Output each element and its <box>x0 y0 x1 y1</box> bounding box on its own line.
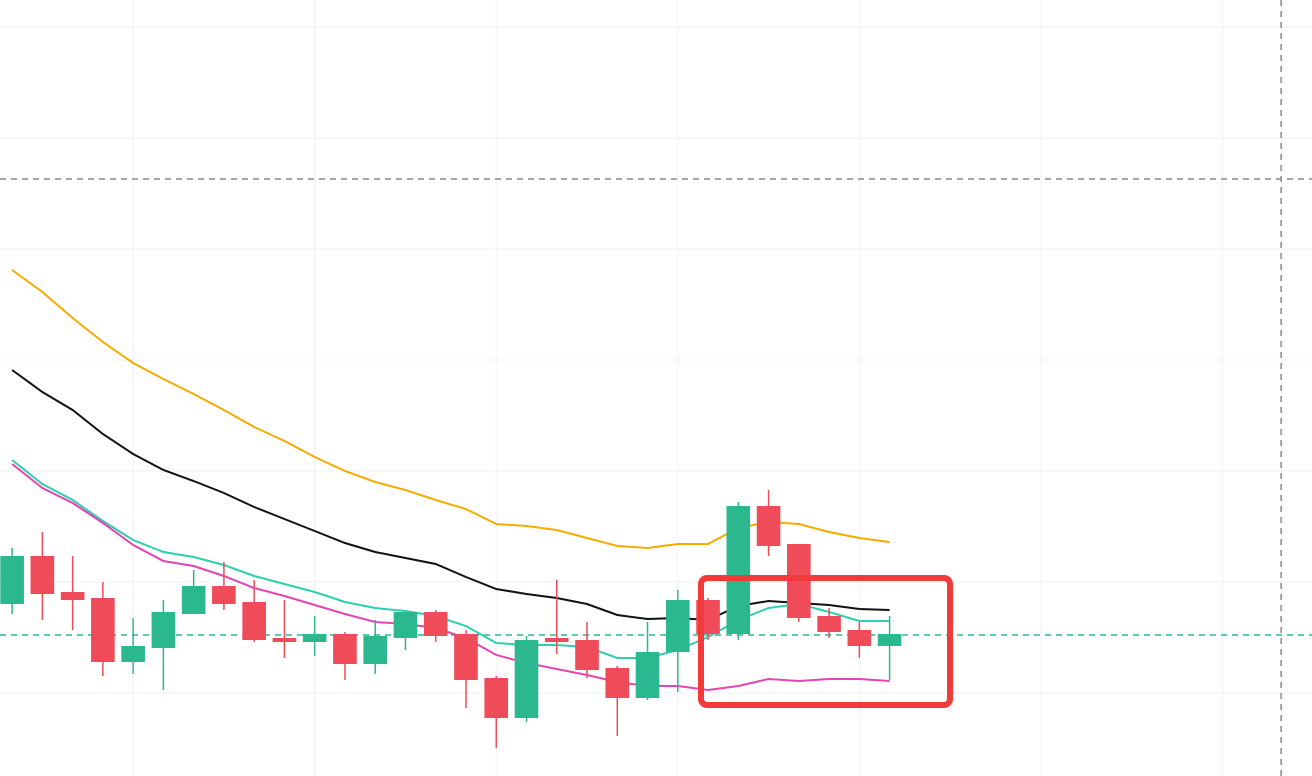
candle-body <box>333 634 357 664</box>
candle-body <box>605 668 630 698</box>
highlight-box <box>698 575 953 708</box>
candle-body <box>726 506 751 634</box>
candle-body <box>272 638 297 642</box>
candle-body <box>817 616 841 632</box>
candle-body <box>575 640 599 670</box>
candle-body <box>302 634 327 642</box>
candle-body <box>847 630 872 646</box>
candle-body <box>454 634 478 680</box>
candle-body <box>544 638 569 642</box>
candle-body <box>756 506 781 546</box>
candle-body <box>151 612 176 648</box>
candle-body <box>212 586 236 604</box>
candle-body <box>0 556 24 604</box>
candle-body <box>60 592 85 600</box>
moving-averages <box>11 269 890 692</box>
candle-body <box>121 646 145 662</box>
candle-body <box>635 652 660 698</box>
candle-body <box>242 602 266 640</box>
candle-body <box>393 612 418 638</box>
candles <box>0 490 902 748</box>
candle-body <box>423 612 448 636</box>
candle-body <box>363 636 388 664</box>
candle-body <box>514 640 539 718</box>
candle-body <box>181 586 206 614</box>
candle-body <box>484 678 509 718</box>
candle-body <box>30 556 55 594</box>
candle-body <box>91 598 115 662</box>
moving-average-line <box>11 459 890 659</box>
candle-body <box>665 600 690 652</box>
moving-average-line <box>11 463 890 692</box>
candle-body <box>877 634 902 646</box>
